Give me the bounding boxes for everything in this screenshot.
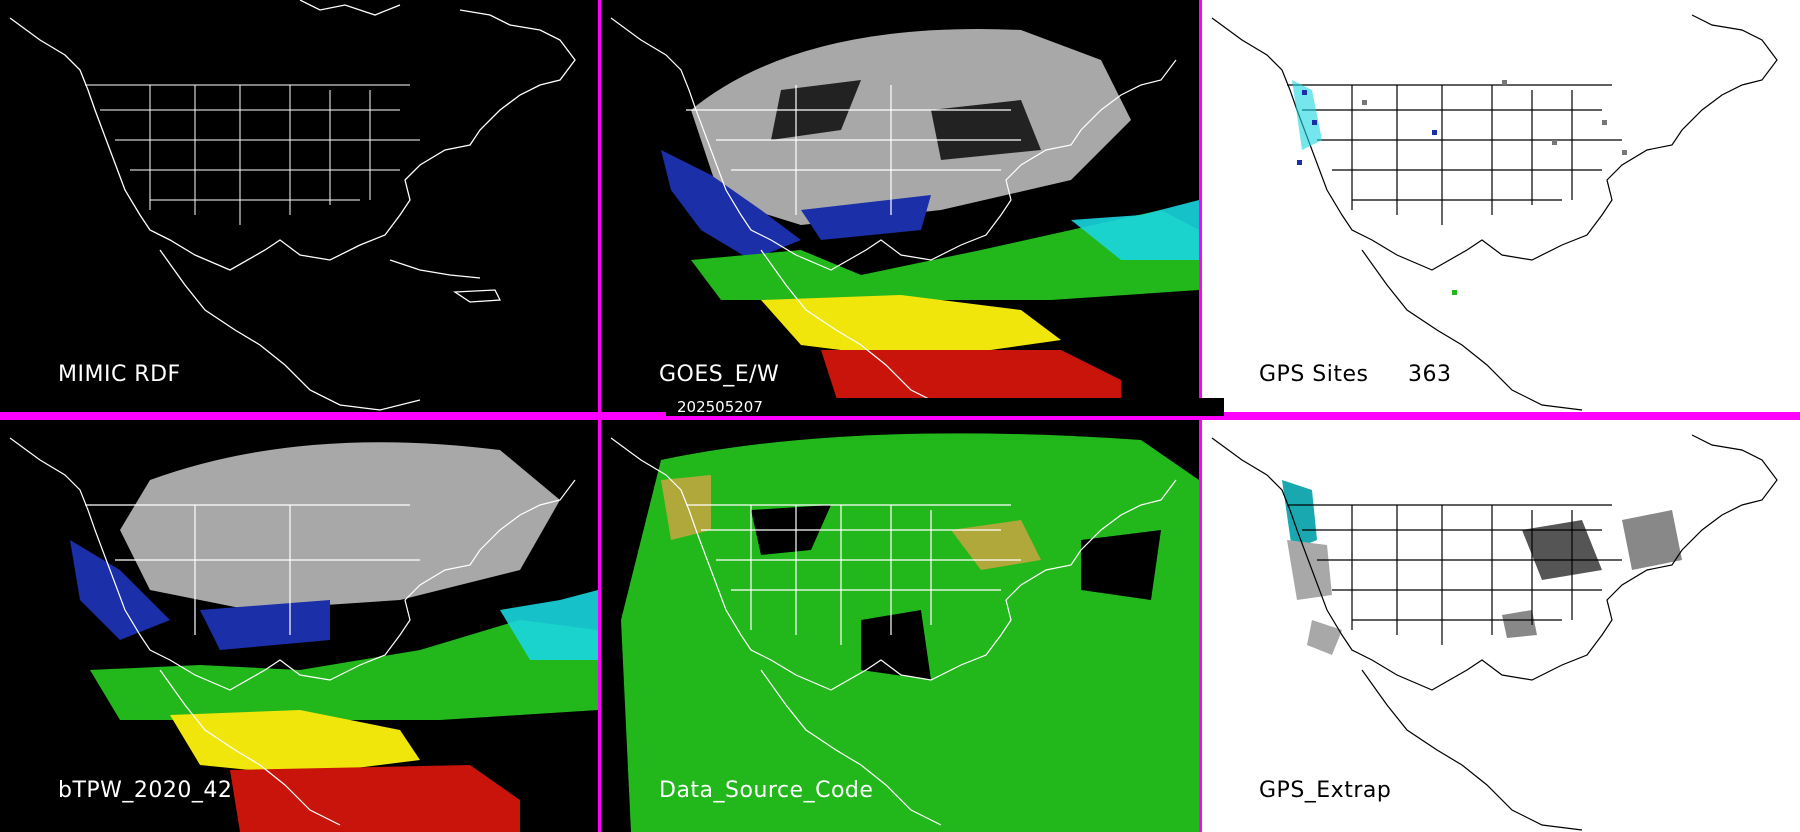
blue-band-2 <box>801 195 931 240</box>
cyan-region <box>1282 480 1317 550</box>
yellow-band <box>170 710 420 775</box>
state-borders <box>85 84 420 225</box>
map-gps-extrap <box>1211 434 1778 831</box>
grey-region-west <box>1287 540 1332 600</box>
yellow-band <box>761 295 1061 360</box>
panel-gps-extrap[interactable]: GPS_Extrap <box>1202 420 1800 832</box>
panel-label-btpw: bTPW_2020_42 <box>58 778 233 803</box>
cloud-region <box>691 29 1131 225</box>
coastline <box>9 437 576 826</box>
olive-region-2 <box>951 520 1041 570</box>
grey-region-northeast <box>1622 510 1682 570</box>
gps-site <box>1552 140 1557 145</box>
red-band <box>821 350 1121 412</box>
cyan-band <box>1071 200 1199 260</box>
gps-site <box>1302 90 1307 95</box>
map-btpw <box>9 437 598 832</box>
no-data-patches <box>751 505 1161 680</box>
map-goes-ew <box>610 17 1199 412</box>
panel-label-gps-extrap: GPS_Extrap <box>1259 778 1392 803</box>
grey-region-sw <box>1307 620 1342 655</box>
panel-label-mimic-rdf: MIMIC RDF <box>58 362 181 387</box>
blue-band <box>70 540 170 640</box>
panel-label-goes-ew: GOES_E/W <box>659 362 780 387</box>
panel-label-data-source-code: Data_Source_Code <box>659 778 874 803</box>
grey-region-south <box>1502 610 1537 638</box>
green-band <box>90 620 598 720</box>
gps-site <box>1297 160 1302 165</box>
cyan-region <box>1292 80 1322 150</box>
map-data-source-code <box>610 433 1199 832</box>
panel-label-gps-sites: GPS Sites <box>1259 362 1369 387</box>
panel-data-source-code[interactable]: Data_Source_Code <box>601 420 1199 832</box>
gps-site <box>1432 130 1437 135</box>
blue-band-2 <box>200 600 330 650</box>
coastline <box>610 17 1177 406</box>
green-band <box>691 210 1199 300</box>
gps-site <box>1362 100 1367 105</box>
red-band <box>230 765 520 832</box>
coastline <box>1211 14 1778 411</box>
gps-sites-count: 363 <box>1408 362 1452 387</box>
coastline <box>9 0 576 411</box>
map-outline-mimic-rdf <box>9 0 576 411</box>
olive-region <box>661 475 711 540</box>
gps-site <box>1622 150 1627 155</box>
panel-btpw[interactable]: bTPW_2020_42 <box>0 420 598 832</box>
gps-site <box>1502 80 1507 85</box>
cloud-region <box>120 442 560 610</box>
gps-site <box>1452 290 1457 295</box>
panel-gps-sites[interactable]: GPS Sites 363 <box>1202 0 1800 412</box>
blue-band <box>661 150 801 260</box>
coastline <box>610 437 1177 826</box>
panel-goes-ew[interactable]: GOES_E/W <box>601 0 1199 412</box>
coastline <box>1211 434 1778 831</box>
gps-site <box>1312 120 1317 125</box>
map-gps-sites <box>1211 14 1778 411</box>
gps-site-markers <box>1297 80 1627 295</box>
cyan-band <box>500 590 598 660</box>
dark-region-midwest <box>1522 520 1602 580</box>
panel-mimic-rdf[interactable]: MIMIC RDF <box>0 0 598 412</box>
timestamp-bar: 202505207 <box>666 398 1224 416</box>
gps-site <box>1602 120 1607 125</box>
